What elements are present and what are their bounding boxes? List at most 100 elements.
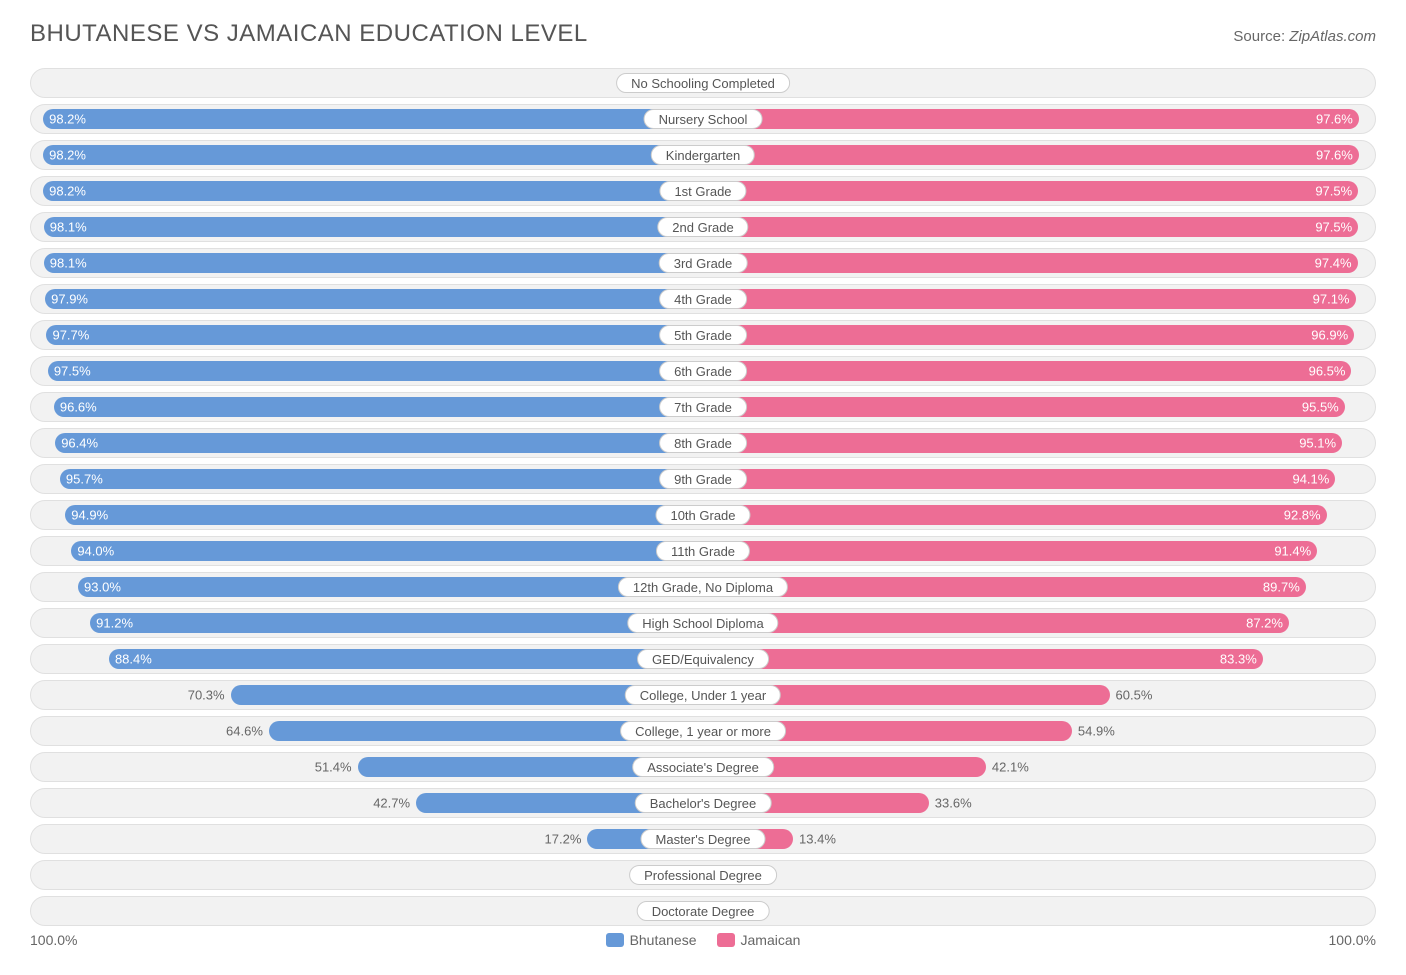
bar-right: 96.9%	[703, 325, 1354, 345]
category-pill: 3rd Grade	[659, 253, 748, 273]
bar-right: 97.1%	[703, 289, 1356, 309]
bar-left: 97.7%	[46, 325, 703, 345]
chart-row: 2.3%1.5%Doctorate Degree	[30, 896, 1376, 926]
chart-row: 96.6%95.5%7th Grade	[30, 392, 1376, 422]
bar-value-right: 97.1%	[1313, 292, 1350, 307]
bar-left: 95.7%	[60, 469, 703, 489]
legend-swatch-right	[717, 933, 735, 947]
bar-value-right: 89.7%	[1263, 580, 1300, 595]
legend-swatch-left	[606, 933, 624, 947]
bar-value-right: 96.9%	[1311, 328, 1348, 343]
bar-value-right: 87.2%	[1246, 616, 1283, 631]
bar-value-left: 94.9%	[71, 508, 108, 523]
bar-value-left: 51.4%	[315, 760, 352, 775]
category-pill: High School Diploma	[627, 613, 778, 633]
category-pill: GED/Equivalency	[637, 649, 769, 669]
bar-value-right: 33.6%	[935, 796, 972, 811]
bar-right: 92.8%	[703, 505, 1327, 525]
chart-row: 1.8%2.4%No Schooling Completed	[30, 68, 1376, 98]
category-pill: Bachelor's Degree	[635, 793, 772, 813]
source-link[interactable]: ZipAtlas.com	[1289, 28, 1376, 45]
chart-row: 97.7% 96.9% 5th Grade	[30, 320, 1376, 350]
chart-row: 94.0% 91.4% 11th Grade	[30, 536, 1376, 566]
bar-value-left: 42.7%	[373, 796, 410, 811]
chart-rows: 1.8%2.4%No Schooling Completed 98.2% 97.6%…	[30, 68, 1376, 926]
bar-left: 96.4%	[55, 433, 703, 453]
chart-row: 98.1% 97.4% 3rd Grade	[30, 248, 1376, 278]
category-pill: Professional Degree	[629, 865, 777, 885]
category-pill: College, 1 year or more	[620, 721, 786, 741]
bar-left: 97.9%	[45, 289, 703, 309]
legend-item-left: Bhutanese	[606, 932, 697, 948]
chart-row: 51.4% 42.1% Associate's Degree	[30, 752, 1376, 782]
bar-value-right: 42.1%	[992, 760, 1029, 775]
chart-row: 97.5%96.5%6th Grade	[30, 356, 1376, 386]
bar-value-right: 97.6%	[1316, 112, 1353, 127]
category-pill: Master's Degree	[641, 829, 766, 849]
bar-right: 97.5%	[703, 181, 1358, 201]
bar-value-left: 98.2%	[49, 184, 86, 199]
bar-right: 96.5%	[703, 361, 1351, 381]
category-pill: 10th Grade	[655, 505, 750, 525]
bar-value-left: 97.5%	[54, 364, 91, 379]
bar-left: 98.2%	[43, 145, 703, 165]
bar-value-left: 98.2%	[49, 148, 86, 163]
chart-row: 98.2% 97.6% Kindergarten	[30, 140, 1376, 170]
chart-row: 88.4%83.3%GED/Equivalency	[30, 644, 1376, 674]
bar-right: 94.1%	[703, 469, 1335, 489]
bar-value-left: 93.0%	[84, 580, 121, 595]
chart-row: 95.7%94.1%9th Grade	[30, 464, 1376, 494]
category-pill: Kindergarten	[651, 145, 755, 165]
chart-row: 70.3% 60.5% College, Under 1 year	[30, 680, 1376, 710]
chart-row: 98.2% 97.6% Nursery School	[30, 104, 1376, 134]
bar-value-left: 97.7%	[52, 328, 89, 343]
bar-value-right: 97.4%	[1315, 256, 1352, 271]
bar-value-right: 97.6%	[1316, 148, 1353, 163]
bar-value-right: 13.4%	[799, 832, 836, 847]
bar-value-right: 97.5%	[1315, 220, 1352, 235]
bar-value-left: 88.4%	[115, 652, 152, 667]
bar-right: 97.4%	[703, 253, 1358, 273]
bar-value-left: 70.3%	[188, 688, 225, 703]
legend: Bhutanese Jamaican	[606, 932, 801, 948]
bar-left: 91.2%	[90, 613, 703, 633]
category-pill: 5th Grade	[659, 325, 747, 345]
chart-row: 96.4%95.1%8th Grade	[30, 428, 1376, 458]
chart-row: 91.2% 87.2% High School Diploma	[30, 608, 1376, 638]
bar-value-right: 91.4%	[1274, 544, 1311, 559]
bar-value-left: 95.7%	[66, 472, 103, 487]
category-pill: 8th Grade	[659, 433, 747, 453]
legend-label-left: Bhutanese	[630, 932, 697, 948]
bar-right: 97.5%	[703, 217, 1358, 237]
legend-label-right: Jamaican	[741, 932, 801, 948]
bar-value-right: 54.9%	[1078, 724, 1115, 739]
chart-footer: 100.0% Bhutanese Jamaican 100.0%	[30, 932, 1376, 948]
category-pill: Associate's Degree	[632, 757, 774, 777]
category-pill: Nursery School	[644, 109, 763, 129]
chart-row: 98.1% 97.5% 2nd Grade	[30, 212, 1376, 242]
category-pill: 4th Grade	[659, 289, 747, 309]
category-pill: College, Under 1 year	[625, 685, 781, 705]
bar-value-left: 98.1%	[50, 220, 87, 235]
category-pill: No Schooling Completed	[616, 73, 790, 93]
bar-value-right: 60.5%	[1116, 688, 1153, 703]
bar-value-left: 98.1%	[50, 256, 87, 271]
bar-value-left: 64.6%	[226, 724, 263, 739]
chart-row: 17.2%13.4%Master's Degree	[30, 824, 1376, 854]
bar-value-left: 98.2%	[49, 112, 86, 127]
bar-value-right: 92.8%	[1284, 508, 1321, 523]
bar-value-right: 94.1%	[1292, 472, 1329, 487]
bar-left: 94.0%	[71, 541, 703, 561]
bar-left: 96.6%	[54, 397, 703, 417]
chart-row: 42.7% 33.6% Bachelor's Degree	[30, 788, 1376, 818]
bar-value-right: 97.5%	[1315, 184, 1352, 199]
category-pill: 2nd Grade	[657, 217, 748, 237]
bar-value-left: 94.0%	[77, 544, 114, 559]
bar-left: 98.1%	[44, 253, 703, 273]
bar-value-left: 96.6%	[60, 400, 97, 415]
category-pill: 11th Grade	[656, 541, 750, 561]
axis-scale-left: 100.0%	[30, 932, 77, 948]
category-pill: 1st Grade	[659, 181, 746, 201]
bar-value-right: 95.5%	[1302, 400, 1339, 415]
chart-row: 94.9% 92.8% 10th Grade	[30, 500, 1376, 530]
